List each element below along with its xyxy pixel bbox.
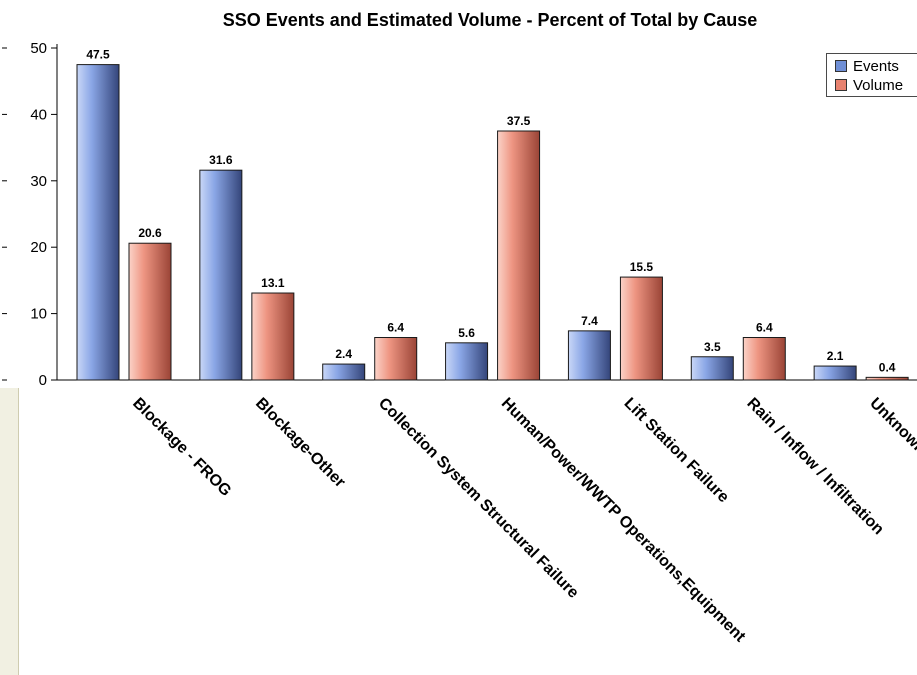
category-label-1: Blockage-Other xyxy=(252,395,348,491)
category-label-3: Human/Power/WWTP Operations,Equipment xyxy=(498,395,749,646)
bar-events-2 xyxy=(322,363,366,381)
category-label-6: Unknown xyxy=(866,395,917,458)
data-label-volume-2: 6.4 xyxy=(387,321,404,335)
data-label-events-3: 5.6 xyxy=(458,326,475,340)
data-label-volume-0: 20.6 xyxy=(138,226,162,240)
category-label-0: Blockage - FROG xyxy=(129,395,234,500)
category-label-2: Collection System Structural Failure xyxy=(375,395,582,602)
data-label-volume-6: 0.4 xyxy=(879,360,896,374)
y-tick-label: 30 xyxy=(30,173,47,190)
bar-volume-6 xyxy=(865,376,909,381)
category-labels: Blockage - FROG Blockage-Other Collection … xyxy=(129,395,917,646)
left-margin-strip xyxy=(0,388,19,675)
y-tick-label: 50 xyxy=(30,40,47,57)
bar-events-5 xyxy=(690,356,734,381)
data-label-volume-3: 37.5 xyxy=(507,114,531,128)
y-tick-label: 0 xyxy=(39,372,47,389)
bar-events-4 xyxy=(567,330,611,381)
chart-title: SSO Events and Estimated Volume - Percen… xyxy=(223,10,757,30)
data-label-events-2: 2.4 xyxy=(335,347,352,361)
data-label-events-4: 7.4 xyxy=(581,314,598,328)
y-tick-label: 20 xyxy=(30,239,47,256)
data-label-events-5: 3.5 xyxy=(704,340,721,354)
category-label-4: Lift Station Failure xyxy=(621,395,732,506)
bar-events-6 xyxy=(813,365,857,381)
y-tick-label: 10 xyxy=(30,306,47,323)
bar-volume-0 xyxy=(128,242,172,381)
legend-item-events: Events xyxy=(835,57,899,75)
data-label-events-1: 31.6 xyxy=(209,153,233,167)
data-label-volume-1: 13.1 xyxy=(261,276,285,290)
legend-swatch-volume xyxy=(835,79,847,91)
bar-events-3 xyxy=(445,342,489,381)
data-label-events-6: 2.1 xyxy=(827,349,844,363)
bar-volume-5 xyxy=(742,337,786,381)
bar-volume-3 xyxy=(497,130,541,381)
bar-volume-2 xyxy=(374,337,418,381)
legend-label-events: Events xyxy=(853,57,899,75)
y-tick-label: 40 xyxy=(30,106,47,123)
legend: Events Volume xyxy=(826,53,917,97)
legend-item-volume: Volume xyxy=(835,76,903,94)
bar-events-1 xyxy=(199,169,243,381)
bar-volume-1 xyxy=(251,292,295,381)
data-label-events-0: 47.5 xyxy=(86,48,110,62)
legend-label-volume: Volume xyxy=(853,76,904,94)
bar-events-0 xyxy=(76,64,120,381)
data-label-volume-5: 6.4 xyxy=(756,321,773,335)
bar-volume-4 xyxy=(619,276,663,381)
legend-swatch-events xyxy=(835,60,847,72)
data-labels: 47.5 20.6 31.6 13.1 2.4 6.4 5.6 37.5 7.4 15.5 3.5 6… xyxy=(86,48,895,375)
bars xyxy=(76,64,909,381)
category-label-5: Rain / Inflow / Infiltration xyxy=(743,395,886,538)
data-label-volume-4: 15.5 xyxy=(630,260,654,274)
